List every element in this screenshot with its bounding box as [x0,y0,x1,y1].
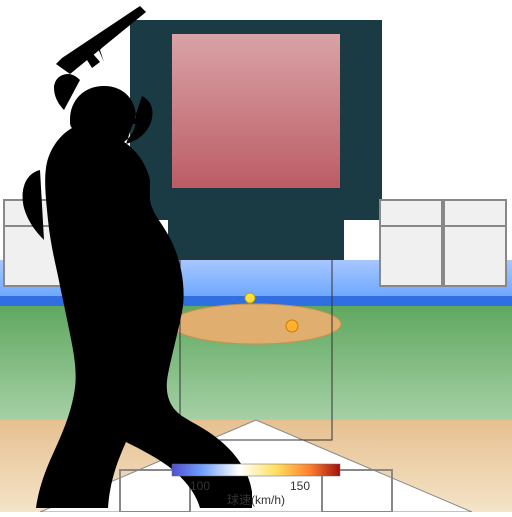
legend-tick-label: 100 [190,479,210,493]
scoreboard-lower [168,220,344,260]
pitch-marker [286,320,298,332]
pitch-marker [245,293,255,303]
pitch-chart: 100 150 球速(km/h) [0,0,512,512]
legend-tick-label: 150 [290,479,310,493]
pitchers-mound [171,304,341,344]
scoreboard-screen [172,34,340,188]
legend-axis-label: 球速(km/h) [227,493,285,507]
stands-box [444,226,506,286]
stands-box [380,226,442,286]
legend-colorbar [172,464,340,476]
